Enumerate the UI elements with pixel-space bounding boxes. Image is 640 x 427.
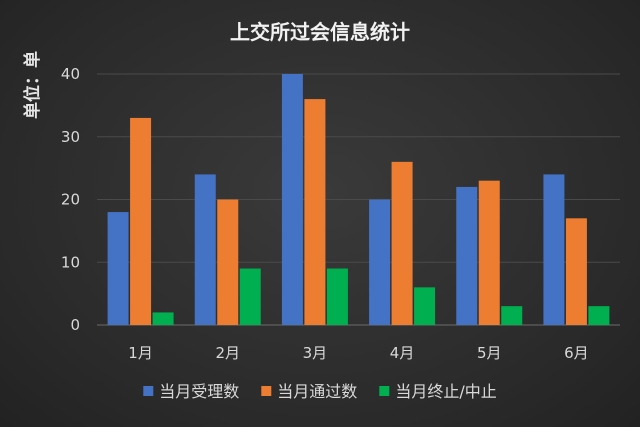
bar [152, 312, 174, 325]
chart-title: 上交所过会信息统计 [230, 20, 410, 44]
bar [414, 287, 436, 325]
bar [391, 161, 413, 325]
bar [217, 199, 239, 325]
legend-swatch [261, 386, 272, 396]
y-tick-label: 30 [61, 128, 80, 146]
bar [304, 99, 326, 325]
legend: 当月受理数 当月通过数 当月终止/中止 [143, 382, 497, 401]
x-category-label: 5月 [477, 344, 502, 362]
y-axis-label: 单位：单 [22, 51, 43, 119]
legend-label: 当月通过数 [277, 382, 357, 401]
bar [239, 268, 261, 325]
bar [369, 199, 391, 325]
y-tick-label: 20 [61, 191, 80, 209]
x-categories: 1月 2月 3月 4月 5月 6月 [128, 344, 588, 362]
legend-label: 当月终止/中止 [395, 382, 496, 401]
y-ticks: 0 10 20 30 40 [61, 65, 80, 334]
y-tick-label: 10 [61, 253, 80, 271]
bar [194, 174, 216, 325]
bar [588, 306, 610, 325]
legend-item: 当月受理数 [143, 382, 239, 401]
legend-swatch [379, 386, 390, 396]
bar [456, 186, 478, 325]
legend-item: 当月终止/中止 [379, 382, 497, 401]
x-category-label: 2月 [215, 344, 240, 362]
x-category-label: 4月 [390, 344, 415, 362]
bar [543, 174, 565, 325]
bar [281, 74, 303, 325]
bar [565, 218, 587, 325]
grid-lines [97, 73, 620, 326]
x-category-label: 1月 [128, 344, 153, 362]
x-category-label: 6月 [564, 344, 589, 362]
bar [501, 306, 523, 325]
x-category-label: 3月 [303, 344, 328, 362]
legend-swatch [143, 386, 154, 396]
bar [130, 117, 152, 325]
legend-label: 当月受理数 [159, 382, 239, 401]
bar [478, 180, 500, 325]
legend-item: 当月通过数 [261, 382, 357, 401]
y-tick-label: 0 [70, 316, 80, 334]
bar [326, 268, 348, 325]
bars [107, 74, 610, 325]
bar [107, 212, 129, 325]
y-tick-label: 40 [61, 65, 80, 83]
